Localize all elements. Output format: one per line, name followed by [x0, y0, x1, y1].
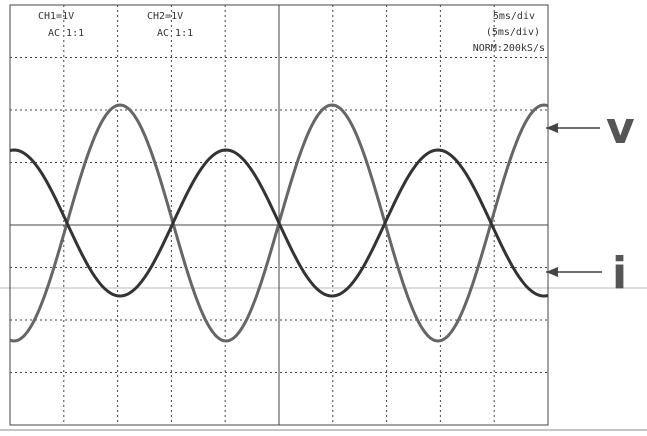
ch2-coupling: AC 1:1 — [157, 28, 193, 39]
acquisition-mode: NORM:200kS/s — [473, 43, 545, 54]
background — [0, 0, 647, 436]
oscilloscope-screenshot: CH1=1V AC 1:1 CH2=1V AC 1:1 5ms/div (5ms… — [0, 0, 647, 436]
label-v: v — [606, 103, 635, 154]
timebase: 5ms/div — [493, 11, 535, 22]
ch2-scale: CH2=1V — [147, 11, 183, 22]
ch1-coupling: AC 1:1 — [48, 28, 84, 39]
ch1-scale: CH1=1V — [38, 11, 74, 22]
label-i: i — [612, 248, 627, 299]
timebase-secondary: (5ms/div) — [486, 27, 540, 38]
